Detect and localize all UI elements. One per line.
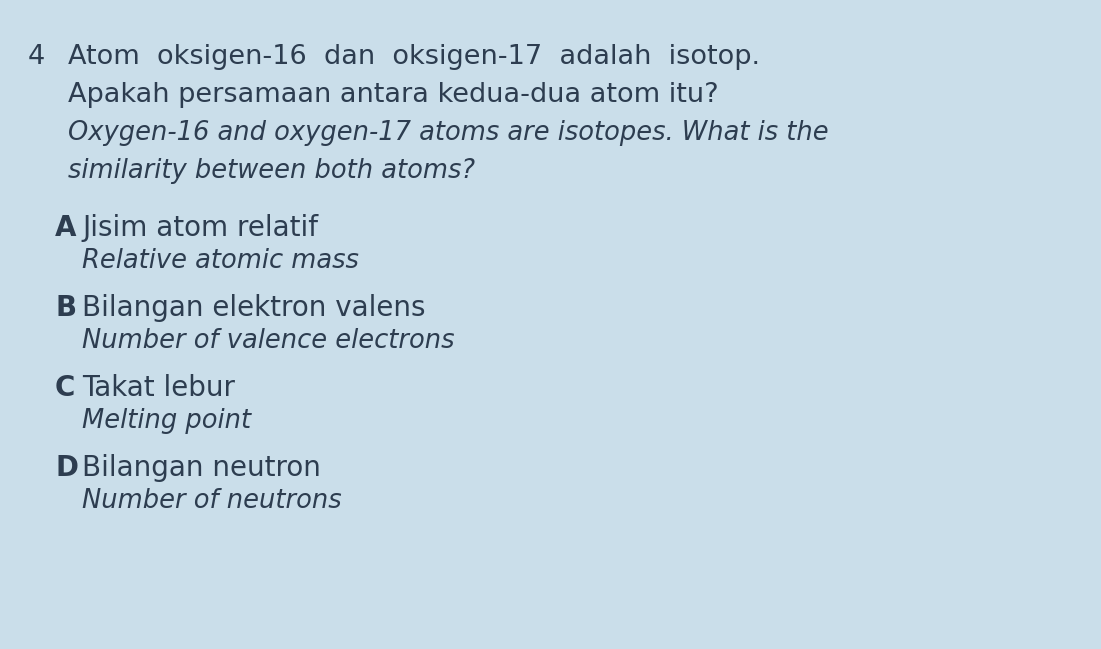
Text: Number of neutrons: Number of neutrons — [81, 488, 341, 514]
Text: Oxygen-16 and oxygen-17 atoms are isotopes. What is the: Oxygen-16 and oxygen-17 atoms are isotop… — [68, 120, 829, 146]
Text: Melting point: Melting point — [81, 408, 251, 434]
Text: Bilangan neutron: Bilangan neutron — [81, 454, 320, 482]
Text: D: D — [55, 454, 78, 482]
Text: B: B — [55, 294, 76, 322]
Text: A: A — [55, 214, 76, 242]
Text: Atom  oksigen-16  dan  oksigen-17  adalah  isotop.: Atom oksigen-16 dan oksigen-17 adalah is… — [68, 44, 760, 70]
Text: Takat lebur: Takat lebur — [81, 374, 235, 402]
Text: Number of valence electrons: Number of valence electrons — [81, 328, 455, 354]
Text: Bilangan elektron valens: Bilangan elektron valens — [81, 294, 425, 322]
Text: Jisim atom relatif: Jisim atom relatif — [81, 214, 318, 242]
Text: 4: 4 — [28, 44, 45, 70]
Text: Apakah persamaan antara kedua-dua atom itu?: Apakah persamaan antara kedua-dua atom i… — [68, 82, 719, 108]
Text: similarity between both atoms?: similarity between both atoms? — [68, 158, 475, 184]
Text: Relative atomic mass: Relative atomic mass — [81, 248, 359, 274]
Text: C: C — [55, 374, 75, 402]
